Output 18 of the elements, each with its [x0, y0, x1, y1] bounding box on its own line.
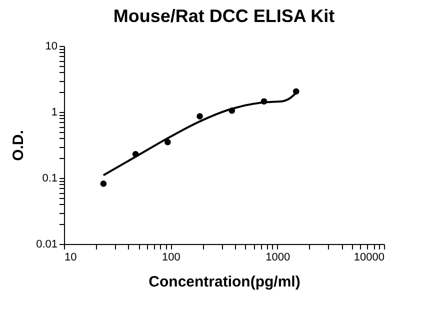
x-tick-label: 10000 [354, 252, 384, 264]
x-tick-label: 100 [162, 252, 180, 264]
point [228, 107, 236, 114]
x-tick-label: 10 [64, 252, 77, 264]
point [196, 113, 203, 120]
y-tick-label: 10 [45, 40, 58, 52]
point [164, 138, 171, 146]
point [260, 98, 268, 105]
y-axis-title: O.D. [10, 130, 28, 161]
y-tick-label: 0.01 [36, 238, 58, 250]
y-tick-label: 0.1 [42, 172, 58, 184]
point [100, 180, 107, 187]
point [292, 88, 300, 95]
x-axis-title: Concentration(pg/ml) [148, 274, 300, 290]
chart-title: Mouse/Rat DCC ELISA Kit [113, 6, 335, 26]
x-tick-label: 1000 [266, 252, 290, 264]
y-tick-label: 1 [51, 106, 58, 118]
point [132, 150, 139, 158]
